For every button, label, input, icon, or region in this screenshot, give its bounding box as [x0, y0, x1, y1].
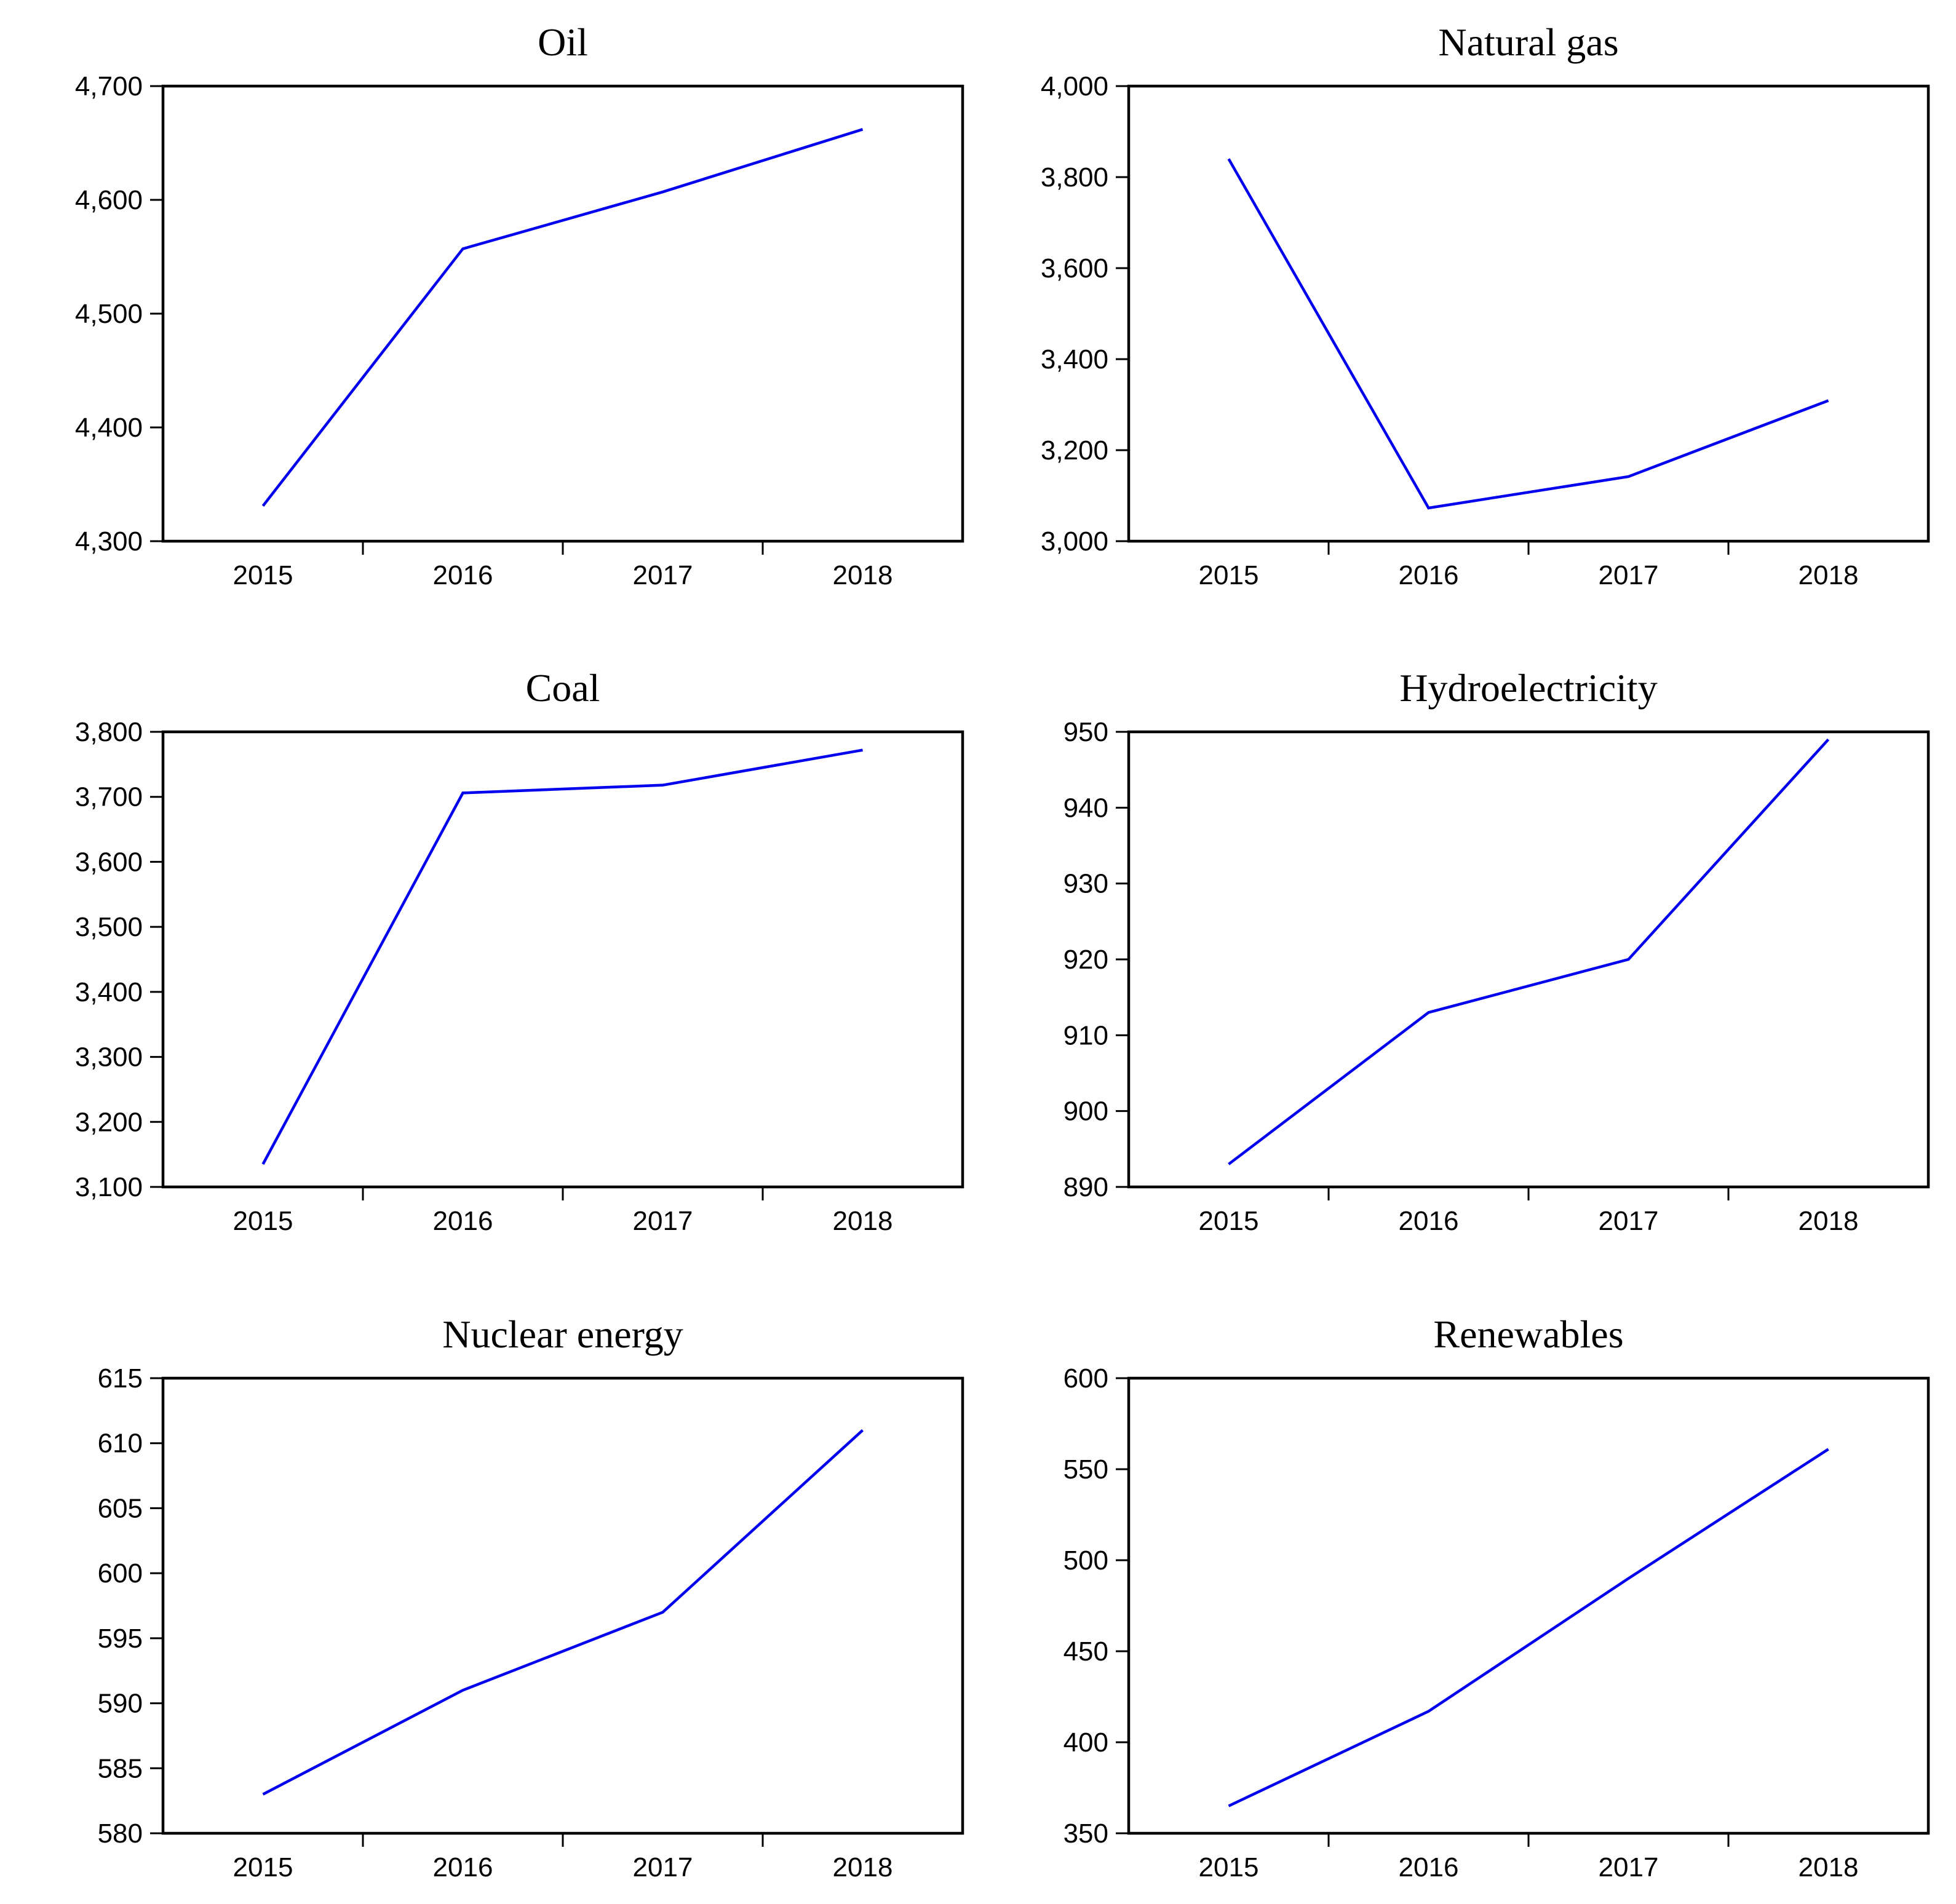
- x-axis-tick-label: 2018: [1799, 1852, 1859, 1882]
- x-axis-tick-label: 2015: [233, 1206, 293, 1236]
- y-axis-tick-label: 920: [1063, 945, 1108, 975]
- y-axis-tick-label: 600: [1063, 1363, 1108, 1394]
- x-axis-tick-label: 2016: [1399, 1206, 1459, 1236]
- chart-title-natural-gas: Natural gas: [1438, 20, 1618, 64]
- y-axis-tick-label: 4,600: [75, 185, 143, 215]
- y-axis-tick-label: 940: [1063, 793, 1108, 823]
- y-axis-tick-label: 615: [98, 1363, 143, 1394]
- data-line: [261, 128, 864, 507]
- y-axis-tick-label: 4,400: [75, 413, 143, 443]
- x-axis-tick-label: 2015: [1199, 1852, 1259, 1882]
- x-axis-tick-label: 2017: [633, 1206, 693, 1236]
- chart-title-hydroelectricity: Hydroelectricity: [1399, 666, 1657, 710]
- y-axis-tick-label: 3,400: [1041, 344, 1108, 375]
- y-axis-tick-label: 500: [1063, 1545, 1108, 1576]
- plot-frame: [1127, 84, 1930, 543]
- chart-title-renewables: Renewables: [1433, 1312, 1623, 1356]
- chart-title-coal: Coal: [526, 666, 600, 710]
- y-axis-tick-label: 4,700: [75, 71, 143, 101]
- y-axis-tick-label: 4,300: [75, 526, 143, 557]
- y-axis-tick-label: 4,500: [75, 299, 143, 329]
- y-axis-tick-label: 910: [1063, 1020, 1108, 1050]
- x-axis-tick-label: 2015: [233, 560, 293, 590]
- plot-frame: [1127, 1376, 1930, 1835]
- x-axis-tick-label: 2015: [233, 1852, 293, 1882]
- data-line: [262, 1429, 864, 1796]
- y-axis-tick-label: 890: [1063, 1172, 1108, 1202]
- x-axis-tick-label: 2016: [433, 1852, 493, 1882]
- data-line: [1227, 158, 1829, 510]
- y-axis-tick-label: 605: [98, 1493, 143, 1523]
- y-axis-tick-label: 3,600: [75, 847, 143, 877]
- y-axis-tick-label: 550: [1063, 1454, 1108, 1485]
- y-axis-tick-label: 590: [98, 1689, 143, 1719]
- y-axis-tick-label: 3,200: [1041, 435, 1108, 466]
- y-axis-tick-label: 3,400: [75, 977, 143, 1007]
- y-axis-tick-label: 3,200: [75, 1107, 143, 1137]
- y-axis-tick-label: 3,100: [75, 1172, 143, 1202]
- y-axis-tick-label: 930: [1063, 869, 1108, 899]
- x-axis-tick-label: 2017: [1599, 1206, 1659, 1236]
- chart-cell-hydroelectricity: Hydroelectricity 890 900 910 920 930 940 950 20…: [978, 646, 1956, 1291]
- plot-frame: [161, 730, 964, 1189]
- plot-frame: [161, 1376, 964, 1835]
- data-line: [1228, 1448, 1829, 1807]
- oil-line-chart: Oil 4,300 4,400 4,500 4,600 4,700 2015 2016 201…: [75, 20, 964, 590]
- y-axis-tick-label: 3,500: [75, 912, 143, 942]
- y-axis-tick-label: 3,700: [75, 782, 143, 812]
- y-axis-tick-label: 450: [1063, 1636, 1108, 1667]
- y-axis-tick-label: 350: [1063, 1819, 1108, 1849]
- x-axis-tick-label: 2017: [633, 560, 693, 590]
- y-axis-tick-label: 3,800: [1041, 162, 1108, 192]
- chart-cell-renewables: Renewables 350 400 450 500 550 600 2015 2016 201…: [978, 1292, 1956, 1904]
- x-axis-tick-label: 2018: [833, 560, 893, 590]
- chart-cell-coal: Coal 3,100 3,200 3,300 3,400 3,500 3,600 3,700…: [0, 646, 978, 1291]
- chart-cell-natural-gas: Natural gas 3,000 3,200 3,400 3,600 3,800 4,0…: [978, 0, 1956, 646]
- y-axis-tick-label: 3,000: [1041, 526, 1108, 557]
- renewables-line-chart: Renewables 350 400 450 500 550 600 2015 2016 201…: [1063, 1312, 1930, 1882]
- x-axis-tick-label: 2017: [633, 1852, 693, 1882]
- chart-title-nuclear-energy: Nuclear energy: [442, 1312, 683, 1356]
- hydroelectricity-line-chart: Hydroelectricity 890 900 910 920 930 940 950 20…: [1063, 666, 1930, 1236]
- data-line: [261, 748, 863, 1165]
- plot-frame: [1127, 730, 1930, 1189]
- y-axis-tick-label: 595: [98, 1624, 143, 1654]
- x-axis-tick-label: 2016: [1399, 560, 1459, 590]
- y-axis-tick-label: 3,600: [1041, 253, 1108, 284]
- y-axis-tick-label: 3,300: [75, 1042, 143, 1073]
- y-axis-tick-label: 600: [98, 1558, 143, 1589]
- data-line: [1228, 738, 1830, 1165]
- y-axis-tick-label: 400: [1063, 1727, 1108, 1758]
- coal-line-chart: Coal 3,100 3,200 3,300 3,400 3,500 3,600 3,700…: [75, 666, 964, 1236]
- x-axis-tick-label: 2015: [1199, 1206, 1259, 1236]
- chart-cell-nuclear-energy: Nuclear energy 580 585 590 595 600 605 610 615 2…: [0, 1292, 978, 1904]
- x-axis-tick-label: 2015: [1199, 560, 1259, 590]
- y-axis-tick-label: 950: [1063, 717, 1108, 747]
- plot-frame: [161, 84, 964, 543]
- x-axis-tick-label: 2018: [1799, 1206, 1859, 1236]
- x-axis-tick-label: 2017: [1599, 1852, 1659, 1882]
- x-axis-tick-label: 2016: [433, 1206, 493, 1236]
- y-axis-tick-label: 4,000: [1041, 71, 1108, 101]
- natural-gas-line-chart: Natural gas 3,000 3,200 3,400 3,600 3,800 4,0…: [1041, 20, 1930, 590]
- x-axis-tick-label: 2017: [1599, 560, 1659, 590]
- x-axis-tick-label: 2016: [433, 560, 493, 590]
- x-axis-tick-label: 2018: [1799, 560, 1859, 590]
- nuclear-energy-line-chart: Nuclear energy 580 585 590 595 600 605 610 615 2…: [98, 1312, 964, 1882]
- chart-cell-oil: Oil 4,300 4,400 4,500 4,600 4,700 2015 2016 201…: [0, 0, 978, 646]
- y-axis-tick-label: 585: [98, 1753, 143, 1783]
- chart-title-oil: Oil: [538, 20, 588, 64]
- y-axis-tick-label: 580: [98, 1819, 143, 1849]
- y-axis-tick-label: 900: [1063, 1097, 1108, 1127]
- y-axis-tick-label: 3,800: [75, 717, 143, 747]
- x-axis-tick-label: 2016: [1399, 1852, 1459, 1882]
- x-axis-tick-label: 2018: [833, 1206, 893, 1236]
- x-axis-tick-label: 2018: [833, 1852, 893, 1882]
- y-axis-tick-label: 610: [98, 1429, 143, 1459]
